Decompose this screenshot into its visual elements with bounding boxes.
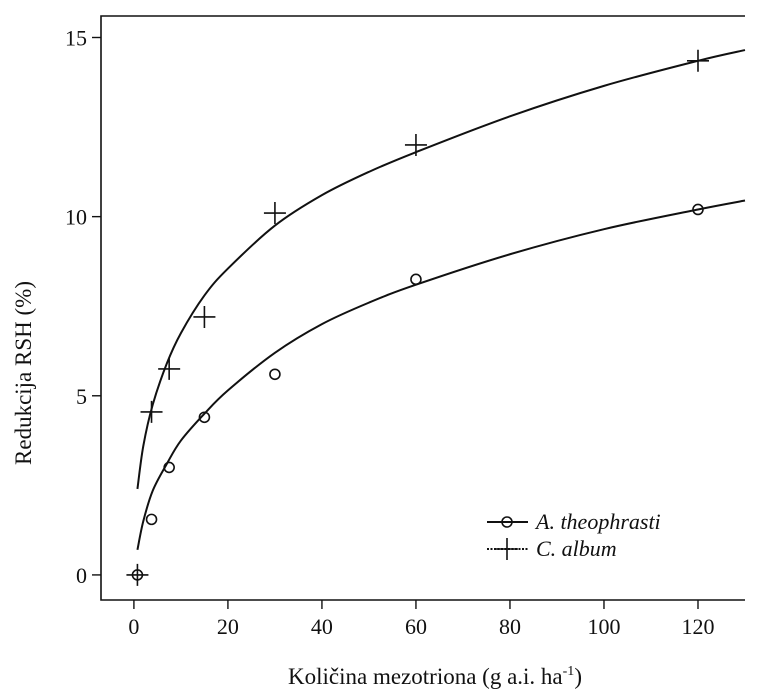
c-album-data-point [126, 563, 149, 586]
c-album-data-point [404, 133, 427, 156]
x-axis-title-sup: -1 [563, 664, 575, 679]
a-theophrasti-data-point [198, 411, 211, 424]
legend-a-theophrasti-label: A. theophrasti [534, 509, 661, 534]
a-theophrasti-data-point [269, 368, 281, 381]
fit-curves [136, 49, 746, 551]
y-tick-label: 0 [76, 563, 87, 588]
axes: 0 20 40 60 80 100 120 0 5 10 15 [65, 15, 745, 639]
a-theophrasti-data-point [145, 513, 158, 526]
a-theophrasti-data-point [410, 273, 422, 286]
c-album-data-point [158, 357, 181, 380]
c-album-data-point [686, 49, 709, 72]
x-tick-label: 100 [587, 614, 620, 639]
a-theophrasti-data-point [163, 461, 175, 474]
x-tick-label: 120 [681, 614, 714, 639]
plot-frame [100, 15, 745, 601]
data-markers [126, 49, 709, 586]
y-tick-label: 10 [65, 205, 87, 230]
y-tick-label: 5 [76, 384, 87, 409]
y-axis-title: Redukcija RSH (%) [11, 281, 36, 465]
c-album-data-point [140, 400, 163, 423]
c-album-data-point [193, 305, 216, 328]
x-tick-label: 20 [217, 614, 239, 639]
x-tick-label: 60 [405, 614, 427, 639]
y-tick-label: 15 [65, 25, 87, 50]
legend-c-album-marker [496, 538, 518, 560]
c-album-fit-curve [136, 49, 746, 490]
x-axis-title-end: ) [574, 664, 582, 689]
legend-c-album-label: C. album [536, 536, 617, 561]
x-axis-title-main: Količina mezotriona (g a.i. ha [288, 664, 563, 689]
x-tick-label: 40 [311, 614, 333, 639]
legend-a-theophrasti-marker [501, 516, 513, 528]
x-tick-label: 80 [499, 614, 521, 639]
x-axis-title: Količina mezotriona (g a.i. ha-1) [288, 664, 582, 689]
c-album-data-point [263, 202, 286, 225]
a-theophrasti-fit-curve [136, 199, 746, 551]
x-tick-label: 0 [128, 614, 139, 639]
a-theophrasti-data-point [692, 203, 704, 216]
